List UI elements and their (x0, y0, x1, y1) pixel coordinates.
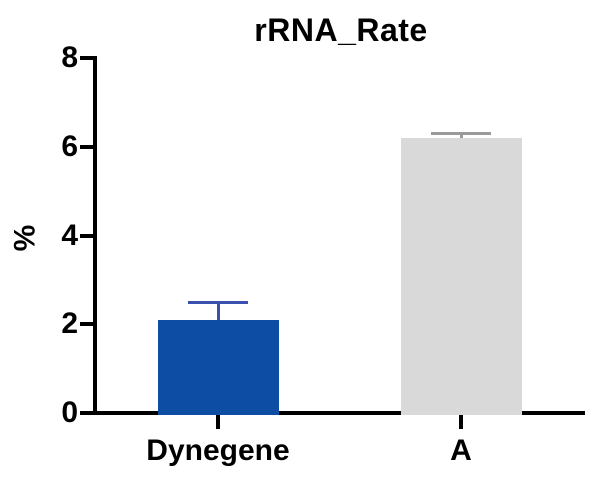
error-bar-cap (188, 301, 248, 305)
error-bar-stem (216, 302, 220, 320)
y-tick-label: 6 (61, 129, 78, 163)
y-tick-mark (80, 144, 93, 149)
bar-a (400, 137, 522, 415)
y-tick-mark (80, 233, 93, 238)
error-bar-stem (459, 133, 463, 138)
bar-dynegene (157, 319, 279, 415)
y-tick-label: 4 (61, 218, 78, 252)
x-tick-mark (459, 415, 463, 429)
y-tick-label: 8 (61, 41, 78, 74)
y-axis-spine (93, 56, 97, 415)
chart-title: rRNA_Rate (254, 12, 428, 48)
y-tick-mark (80, 56, 93, 60)
y-tick-label: 0 (61, 396, 78, 429)
x-axis-spine (93, 411, 585, 415)
error-bar-cap (431, 132, 491, 136)
y-tick-mark (80, 411, 93, 415)
x-tick-label-a: A (450, 434, 472, 467)
y-tick-label: 2 (61, 307, 78, 341)
x-tick-label-dynegene: Dynegene (146, 434, 290, 467)
y-tick-mark (80, 322, 93, 327)
x-tick-mark (216, 415, 220, 429)
